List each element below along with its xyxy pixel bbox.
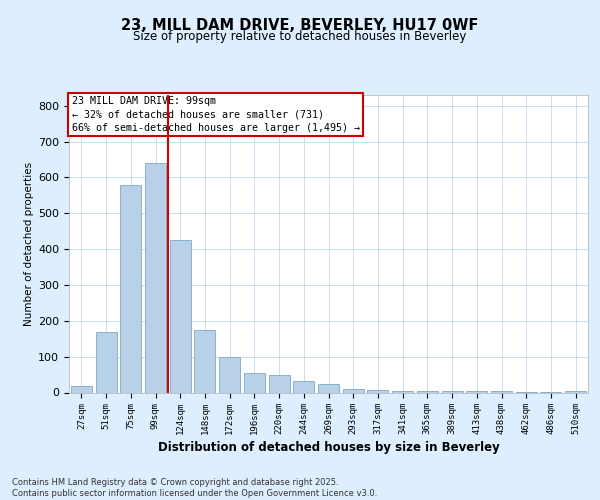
Text: Size of property relative to detached houses in Beverley: Size of property relative to detached ho… — [133, 30, 467, 43]
Bar — [318, 384, 339, 392]
Text: 23 MILL DAM DRIVE: 99sqm
← 32% of detached houses are smaller (731)
66% of semi-: 23 MILL DAM DRIVE: 99sqm ← 32% of detach… — [71, 96, 359, 133]
Bar — [170, 240, 191, 392]
Bar — [269, 374, 290, 392]
Bar — [145, 163, 166, 392]
Bar — [219, 356, 240, 392]
Bar — [244, 373, 265, 392]
Bar — [293, 380, 314, 392]
X-axis label: Distribution of detached houses by size in Beverley: Distribution of detached houses by size … — [158, 442, 499, 454]
Bar — [120, 184, 141, 392]
Bar — [392, 390, 413, 392]
Bar — [343, 389, 364, 392]
Text: 23, MILL DAM DRIVE, BEVERLEY, HU17 0WF: 23, MILL DAM DRIVE, BEVERLEY, HU17 0WF — [121, 18, 479, 32]
Bar — [71, 386, 92, 392]
Bar — [417, 390, 438, 392]
Bar — [466, 390, 487, 392]
Bar — [367, 390, 388, 392]
Bar — [95, 332, 116, 392]
Text: Contains HM Land Registry data © Crown copyright and database right 2025.
Contai: Contains HM Land Registry data © Crown c… — [12, 478, 377, 498]
Y-axis label: Number of detached properties: Number of detached properties — [24, 162, 34, 326]
Bar — [565, 390, 586, 392]
Bar — [194, 330, 215, 392]
